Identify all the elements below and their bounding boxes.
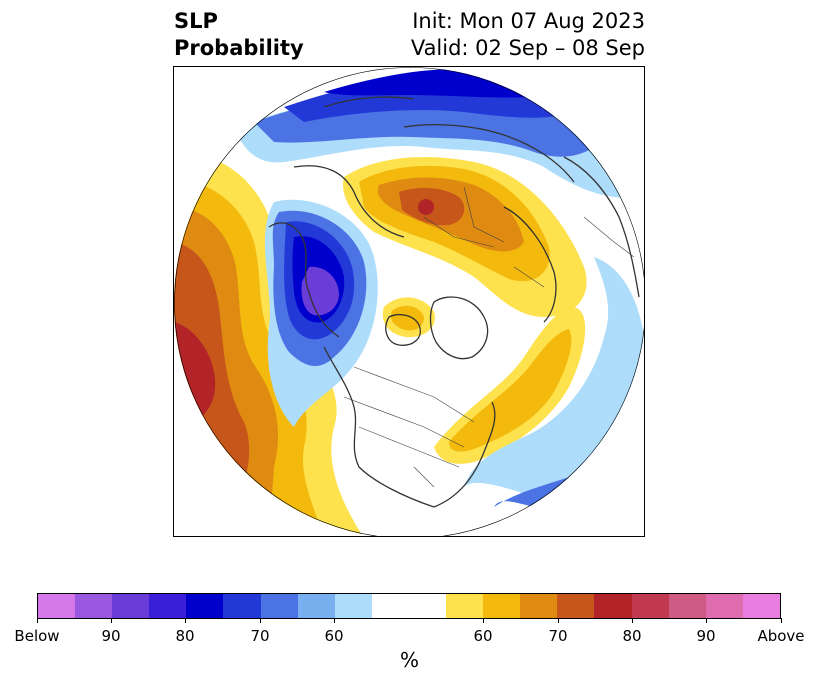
borders [343, 186, 635, 488]
coastlines [268, 96, 640, 508]
colorbar-tick-mark [260, 618, 261, 623]
colorbar-swatch [557, 594, 595, 618]
title-line-probability: Probability [174, 36, 304, 60]
probability-map [173, 66, 645, 537]
colorbar-tick-label: 70 [548, 627, 568, 645]
map-svg [174, 67, 644, 536]
colorbar-tick-mark [185, 618, 186, 623]
colorbar-tick-label: 60 [473, 627, 493, 645]
colorbar-tick-label: 80 [175, 627, 195, 645]
colorbar-tick-mark [111, 618, 112, 623]
colorbar-swatch [75, 594, 113, 618]
atlantic-below-region [464, 257, 644, 501]
init-date: Init: Mon 07 Aug 2023 [412, 9, 645, 33]
colorbar-swatch [668, 594, 706, 618]
colorbar-swatch [38, 594, 76, 618]
title-right: Init: Mon 07 Aug 2023 Valid: 02 Sep – 08… [360, 8, 645, 62]
colorbar-tick-label: Above [757, 627, 805, 645]
colorbar-tick-label: 80 [622, 627, 642, 645]
colorbar-swatch [297, 594, 335, 618]
colorbar-swatch [334, 594, 372, 618]
colorbar-swatch [742, 594, 780, 618]
colorbar-tick-label: 70 [250, 627, 270, 645]
title-line-slp: SLP [174, 9, 218, 33]
probability-fields [174, 67, 644, 536]
colorbar-swatch [223, 594, 261, 618]
colorbar-swatch [520, 594, 558, 618]
title-left: SLP Probability [174, 8, 304, 62]
units-label: % [399, 648, 419, 672]
colorbar-swatch [446, 594, 484, 618]
valid-range: Valid: 02 Sep – 08 Sep [410, 36, 645, 60]
colorbar-swatch [631, 594, 669, 618]
colorbar-swatch [260, 594, 298, 618]
eurasia-above-90 [418, 199, 434, 215]
colorbar-tick-mark [781, 618, 782, 623]
colorbar-tick-mark [706, 618, 707, 623]
colorbar-swatch [594, 594, 632, 618]
map-disc-edge [174, 67, 644, 536]
colorbar-swatch [705, 594, 743, 618]
canada-below-90 [301, 266, 339, 316]
colorbar-tick-label: 90 [101, 627, 121, 645]
colorbar-swatch [112, 594, 150, 618]
colorbar [37, 593, 781, 619]
colorbar-tick-label: Below [14, 627, 60, 645]
colorbar-swatch [371, 594, 409, 618]
colorbar-swatch [149, 594, 187, 618]
colorbar-tick-label: 60 [324, 627, 344, 645]
greenland-above-60 [391, 305, 424, 331]
colorbar-tick-mark [558, 618, 559, 623]
colorbar-swatch [186, 594, 224, 618]
colorbar-swatch [408, 594, 447, 618]
colorbar-tick-mark [483, 618, 484, 623]
atlantic-above-60 [449, 329, 572, 452]
colorbar-tick-mark [334, 618, 335, 623]
colorbar-tick-mark [37, 618, 38, 623]
colorbar-swatch [483, 594, 521, 618]
colorbar-tick-label: 90 [696, 627, 716, 645]
colorbar-tick-mark [632, 618, 633, 623]
